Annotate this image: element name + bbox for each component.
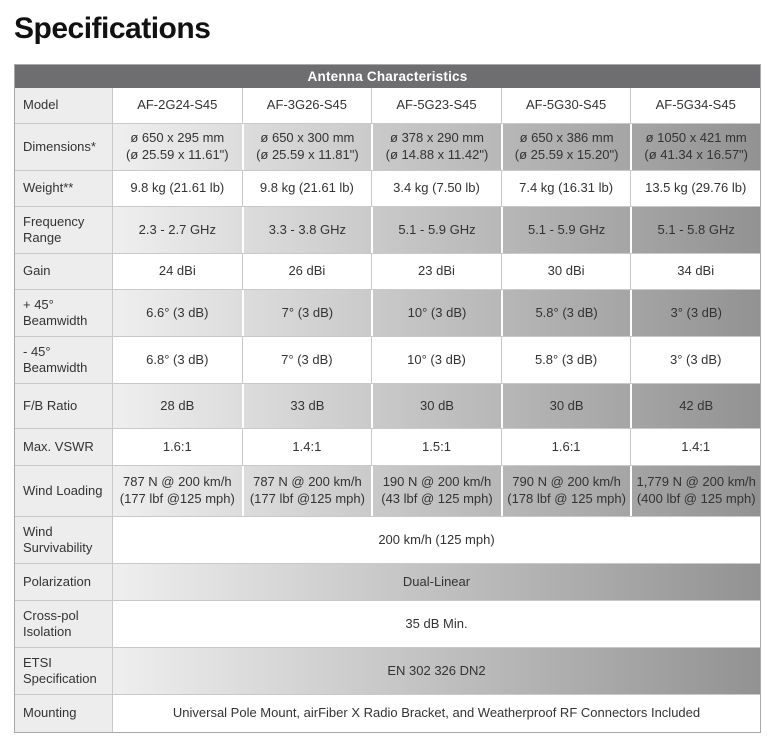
spec-cell: 1.5:1 — [371, 429, 501, 465]
spec-cell: 33 dB — [241, 384, 372, 428]
row-label: Max. VSWR — [15, 429, 112, 465]
row-label: Mounting — [15, 695, 112, 732]
spec-row-minus45-beamwidth: - 45° Beamwidth 6.8° (3 dB) 7° (3 dB) 10… — [15, 336, 760, 383]
row-label: Weight** — [15, 171, 112, 206]
spec-row-fb-ratio: F/B Ratio 28 dB 33 dB 30 dB 30 dB 42 dB — [15, 383, 760, 428]
spec-cell: ø 650 x 300 mm (ø 25.59 x 11.81") — [241, 124, 372, 170]
spec-cell: 787 N @ 200 km/h (177 lbf @125 mph) — [241, 466, 372, 516]
spec-cell: 9.8 kg (21.61 lb) — [241, 171, 372, 206]
spec-row-dimensions: Dimensions* ø 650 x 295 mm (ø 25.59 x 11… — [15, 123, 760, 170]
spec-cell: ø 650 x 386 mm (ø 25.59 x 15.20") — [500, 124, 631, 170]
row-label: Wind Loading — [15, 466, 112, 516]
spec-cell: 3° (3 dB) — [630, 290, 760, 336]
spec-cell: 7° (3 dB) — [241, 290, 372, 336]
spec-cell: 28 dB — [112, 384, 242, 428]
spec-cell-span: 200 km/h (125 mph) — [112, 517, 760, 563]
spec-cell: AF-2G24-S45 — [112, 88, 242, 123]
spec-cell: 5.8° (3 dB) — [500, 337, 631, 383]
spec-cell: 6.6° (3 dB) — [112, 290, 242, 336]
spec-cell: 34 dBi — [630, 254, 760, 289]
spec-cell-span: EN 302 326 DN2 — [112, 648, 760, 694]
spec-cell: 7.4 kg (16.31 lb) — [500, 171, 631, 206]
spec-cell: ø 378 x 290 mm (ø 14.88 x 11.42") — [371, 124, 501, 170]
spec-cell: ø 1050 x 421 mm (ø 41.34 x 16.57") — [630, 124, 760, 170]
row-label: ETSI Specification — [15, 648, 112, 694]
row-label: - 45° Beamwidth — [15, 337, 112, 383]
row-label: F/B Ratio — [15, 384, 112, 428]
spec-cell: ø 650 x 295 mm (ø 25.59 x 11.61") — [112, 124, 242, 170]
spec-cell: 1.6:1 — [112, 429, 242, 465]
spec-cell: 30 dBi — [500, 254, 631, 289]
spec-cell-span: Dual-Linear — [112, 564, 760, 600]
row-label: Gain — [15, 254, 112, 289]
row-label: + 45° Beamwidth — [15, 290, 112, 336]
antenna-characteristics-table: Antenna Characteristics Model AF-2G24-S4… — [14, 64, 761, 733]
spec-cell: 13.5 kg (29.76 lb) — [630, 171, 760, 206]
spec-row-model: Model AF-2G24-S45 AF-3G26-S45 AF-5G23-S4… — [15, 88, 760, 123]
row-label: Cross-pol Isolation — [15, 601, 112, 647]
spec-cell: 1.4:1 — [241, 429, 372, 465]
row-label: Model — [15, 88, 112, 123]
spec-cell: 1.6:1 — [500, 429, 631, 465]
spec-row-wind-survivability: Wind Survivability 200 km/h (125 mph) — [15, 516, 760, 563]
spec-cell: 190 N @ 200 km/h (43 lbf @ 125 mph) — [371, 466, 501, 516]
spec-cell: 5.1 - 5.8 GHz — [630, 207, 760, 253]
spec-cell: 787 N @ 200 km/h (177 lbf @125 mph) — [112, 466, 242, 516]
spec-cell: 2.3 - 2.7 GHz — [112, 207, 242, 253]
spec-cell-span: 35 dB Min. — [112, 601, 760, 647]
spec-cell: 30 dB — [500, 384, 631, 428]
spec-row-plus45-beamwidth: + 45° Beamwidth 6.6° (3 dB) 7° (3 dB) 10… — [15, 289, 760, 336]
spec-cell: 42 dB — [630, 384, 760, 428]
spec-cell: 1,779 N @ 200 km/h (400 lbf @ 125 mph) — [630, 466, 760, 516]
spec-row-etsi-specification: ETSI Specification EN 302 326 DN2 — [15, 647, 760, 694]
spec-row-max-vswr: Max. VSWR 1.6:1 1.4:1 1.5:1 1.6:1 1.4:1 — [15, 428, 760, 465]
row-label: Wind Survivability — [15, 517, 112, 563]
spec-cell: 30 dB — [371, 384, 501, 428]
row-label: Frequency Range — [15, 207, 112, 253]
row-label: Dimensions* — [15, 124, 112, 170]
spec-row-frequency-range: Frequency Range 2.3 - 2.7 GHz 3.3 - 3.8 … — [15, 206, 760, 253]
spec-cell: AF-5G23-S45 — [371, 88, 501, 123]
spec-cell: AF-5G30-S45 — [500, 88, 631, 123]
spec-cell: 5.1 - 5.9 GHz — [371, 207, 501, 253]
spec-row-mounting: Mounting Universal Pole Mount, airFiber … — [15, 694, 760, 732]
spec-cell: 790 N @ 200 km/h (178 lbf @ 125 mph) — [500, 466, 631, 516]
page-title: Specifications — [14, 12, 211, 45]
spec-row-gain: Gain 24 dBi 26 dBi 23 dBi 30 dBi 34 dBi — [15, 253, 760, 289]
spec-cell-span: Universal Pole Mount, airFiber X Radio B… — [112, 695, 760, 732]
spec-cell: 24 dBi — [112, 254, 242, 289]
spec-cell: AF-3G26-S45 — [241, 88, 372, 123]
spec-cell: 7° (3 dB) — [241, 337, 372, 383]
spec-cell: 3° (3 dB) — [630, 337, 760, 383]
spec-row-polarization: Polarization Dual-Linear — [15, 563, 760, 600]
spec-cell: 1.4:1 — [630, 429, 760, 465]
spec-cell: 3.4 kg (7.50 lb) — [371, 171, 501, 206]
spec-cell: 10° (3 dB) — [371, 337, 501, 383]
spec-row-wind-loading: Wind Loading 787 N @ 200 km/h (177 lbf @… — [15, 465, 760, 516]
spec-cell: 5.8° (3 dB) — [500, 290, 631, 336]
table-title-bar: Antenna Characteristics — [15, 65, 760, 88]
spec-cell: 3.3 - 3.8 GHz — [241, 207, 372, 253]
spec-cell: 9.8 kg (21.61 lb) — [112, 171, 242, 206]
spec-cell: 5.1 - 5.9 GHz — [500, 207, 631, 253]
spec-row-weight: Weight** 9.8 kg (21.61 lb) 9.8 kg (21.61… — [15, 170, 760, 206]
spec-cell: 6.8° (3 dB) — [112, 337, 242, 383]
spec-cell: 10° (3 dB) — [371, 290, 501, 336]
spec-cell: AF-5G34-S45 — [630, 88, 760, 123]
spec-row-cross-pol-isolation: Cross-pol Isolation 35 dB Min. — [15, 600, 760, 647]
row-label: Polarization — [15, 564, 112, 600]
spec-cell: 23 dBi — [371, 254, 501, 289]
spec-cell: 26 dBi — [241, 254, 372, 289]
